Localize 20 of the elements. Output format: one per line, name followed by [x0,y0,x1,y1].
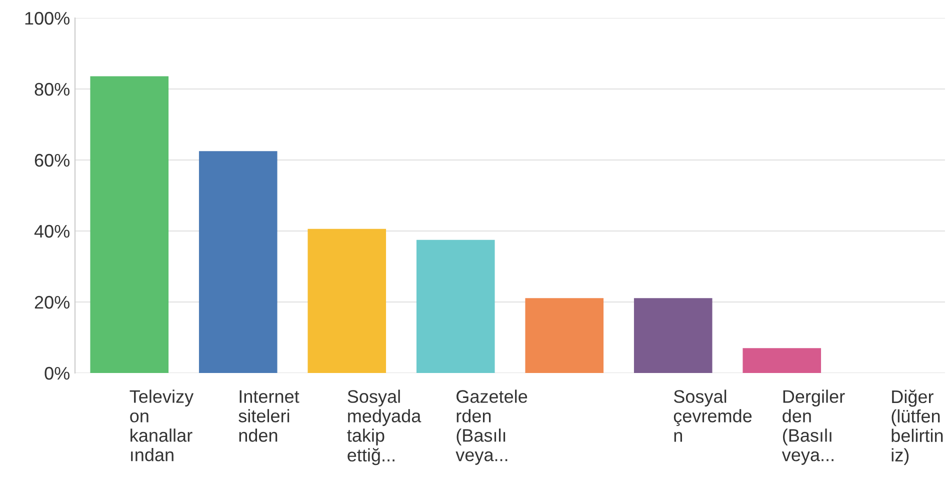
y-tick-label: 0% [44,366,70,380]
x-tick-label: Internet siteleri nden [238,390,300,442]
x-tick-label: Gazetele rden (Basılı veya... [456,390,528,465]
bar [308,228,386,373]
x-tick-label: Sosyal medyada takip ettiğ... [347,390,422,466]
y-tick-label: 60% [34,154,70,167]
bar [742,348,822,373]
x-tick-label: Sosyal çevremde n [674,390,752,442]
x-tick-label: Televizy on kanallar ından [130,390,194,462]
bar [416,240,495,373]
bar [525,298,604,373]
bar [90,76,169,373]
y-tick-label: 80% [34,82,70,96]
bar [198,151,278,373]
bar [634,298,712,373]
y-tick-label: 20% [34,296,70,309]
x-tick-label: Diğer (lütfen belirtin iz) [892,390,943,466]
x-tick-label: Dergiler den (Basılı veya... [782,390,845,465]
y-tick-label: 40% [34,224,70,238]
y-tick-label: 100% [25,12,70,25]
